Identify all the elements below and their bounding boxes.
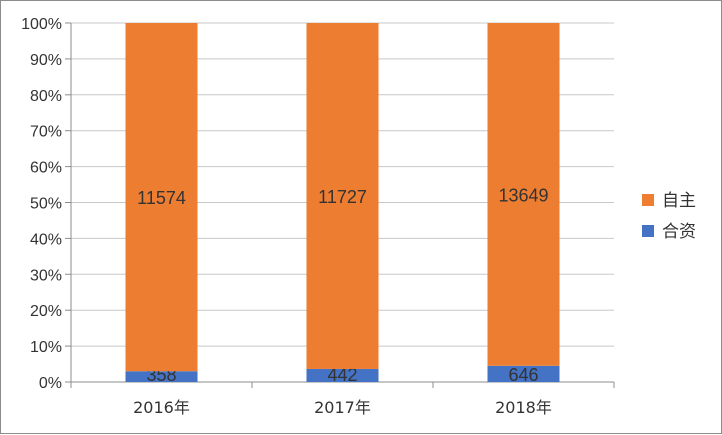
y-tick-label: 0% <box>39 375 62 392</box>
legend-label: 合资 <box>662 222 696 242</box>
bar-segment <box>306 23 379 369</box>
y-tick-label: 70% <box>30 124 62 141</box>
y-tick-label: 90% <box>30 52 62 69</box>
legend-swatch <box>642 194 654 206</box>
x-category-label: 2016年 <box>133 398 190 417</box>
legend-swatch <box>642 225 654 237</box>
y-tick-label: 20% <box>30 303 62 320</box>
y-tick-label: 50% <box>30 196 62 213</box>
y-tick-label: 30% <box>30 267 62 284</box>
bar-segment <box>125 371 198 382</box>
x-axis: 2016年 2017年 2018年 <box>70 382 615 417</box>
data-label: 13649 <box>498 185 548 205</box>
y-tick-label: 10% <box>30 339 62 356</box>
y-axis-ticks: 0% 10% 20% 30% 40% 50% 60% 70% 80% 90% 100% <box>21 16 62 392</box>
bar-segment <box>487 365 560 382</box>
y-tick-label: 80% <box>30 88 62 105</box>
bar-segment <box>306 368 379 382</box>
y-tick-label: 60% <box>30 160 62 177</box>
data-label: 11727 <box>318 187 367 207</box>
y-tick-label: 40% <box>30 231 62 248</box>
data-label: 11574 <box>137 188 186 208</box>
bar-segment <box>125 23 198 372</box>
legend-label: 自主 <box>662 191 696 211</box>
data-label: 646 <box>508 365 538 385</box>
x-category-label: 2018年 <box>495 398 552 417</box>
x-category-label: 2017年 <box>314 398 371 417</box>
data-label: 442 <box>327 365 357 385</box>
y-tick-label: 100% <box>21 16 62 33</box>
bar-segment <box>487 23 560 366</box>
